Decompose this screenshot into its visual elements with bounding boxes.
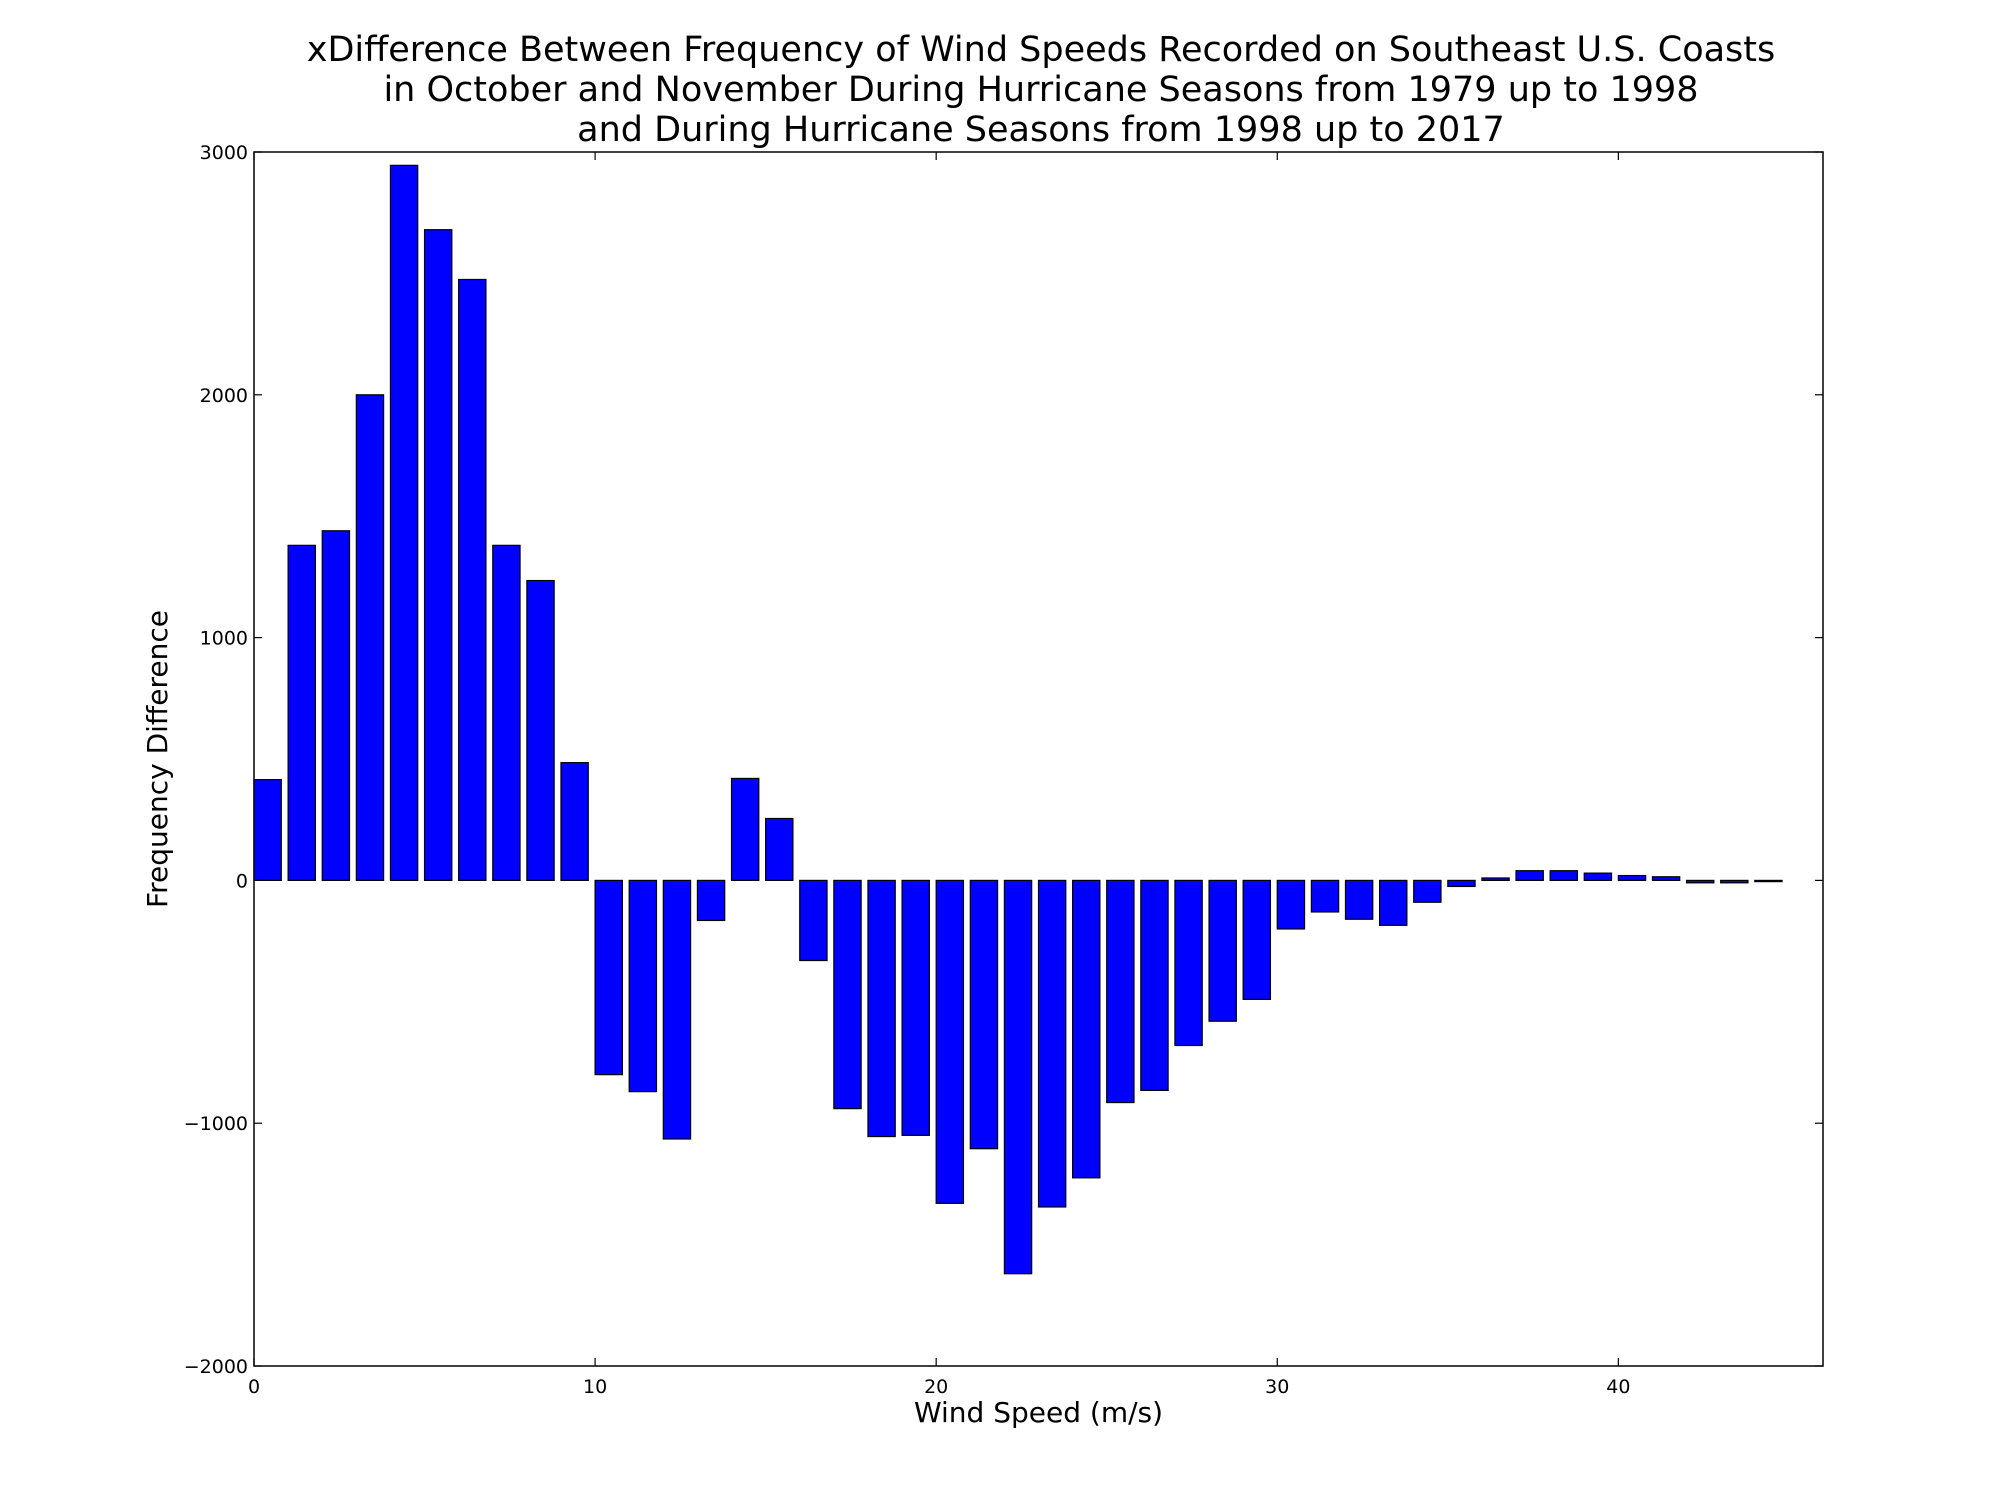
bar-34 bbox=[1413, 879, 1442, 903]
bar-16 bbox=[799, 879, 828, 962]
y-tick-label--2000: −2000 bbox=[184, 1356, 248, 1378]
bars-group bbox=[253, 164, 1783, 1275]
bar-5 bbox=[423, 229, 453, 881]
bar-27 bbox=[1174, 879, 1203, 1047]
bar-12 bbox=[662, 879, 692, 1140]
bar-3 bbox=[355, 394, 385, 881]
bar-6 bbox=[458, 278, 487, 881]
bar-2 bbox=[321, 530, 351, 881]
tick-marks bbox=[253, 151, 1823, 1367]
chart-title-line-3: and During Hurricane Seasons from 1998 u… bbox=[577, 110, 1505, 150]
plot-frame bbox=[253, 151, 1824, 1367]
bar-44 bbox=[1754, 879, 1783, 883]
y-tick-label--1000: −1000 bbox=[184, 1113, 248, 1135]
bar-14 bbox=[730, 777, 760, 882]
x-tick-label-40: 40 bbox=[1606, 1376, 1630, 1398]
bar-26 bbox=[1140, 879, 1169, 1092]
chart-title: xDifference Between Frequency of Wind Sp… bbox=[0, 30, 2000, 150]
x-tick-label-0: 0 bbox=[248, 1376, 260, 1398]
bar-1 bbox=[287, 544, 316, 881]
bar-7 bbox=[492, 544, 521, 881]
y-tick-label-3000: 3000 bbox=[200, 142, 248, 164]
bar-32 bbox=[1344, 879, 1374, 920]
bar-25 bbox=[1106, 879, 1135, 1104]
y-axis-label: Frequency Difference bbox=[141, 610, 174, 908]
y-tick-label-0: 0 bbox=[236, 870, 248, 892]
chart-title-line-2: in October and November During Hurricane… bbox=[383, 70, 1699, 110]
tick-labels: 0 10 20 30 40 −2000 −1000 0 1000 2000 3000 bbox=[184, 142, 1631, 1398]
x-tick-label-30: 30 bbox=[1265, 1376, 1289, 1398]
y-tick-label-2000: 2000 bbox=[200, 385, 248, 407]
bar-18 bbox=[867, 879, 896, 1138]
bar-0 bbox=[253, 779, 282, 882]
bar-31 bbox=[1310, 879, 1340, 913]
bar-9 bbox=[560, 762, 589, 882]
bar-35 bbox=[1447, 879, 1476, 888]
bar-38 bbox=[1549, 870, 1579, 881]
bar-22 bbox=[1003, 879, 1033, 1275]
bar-29 bbox=[1242, 879, 1272, 1000]
bar-42 bbox=[1685, 879, 1715, 884]
bar-36 bbox=[1481, 877, 1510, 881]
bar-4 bbox=[389, 164, 419, 882]
x-tick-label-10: 10 bbox=[583, 1376, 607, 1398]
bar-40 bbox=[1617, 874, 1647, 882]
x-axis-label: Wind Speed (m/s) bbox=[914, 1396, 1163, 1429]
bar-30 bbox=[1276, 879, 1306, 930]
bar-11 bbox=[628, 879, 658, 1093]
bar-43 bbox=[1720, 879, 1749, 884]
x-tick-label-20: 20 bbox=[924, 1376, 948, 1398]
bar-24 bbox=[1072, 879, 1101, 1179]
bar-8 bbox=[526, 579, 555, 881]
bar-15 bbox=[765, 817, 794, 882]
bar-23 bbox=[1037, 879, 1067, 1208]
bar-21 bbox=[969, 879, 999, 1150]
chart-title-line-1: xDifference Between Frequency of Wind Sp… bbox=[306, 30, 1776, 70]
bar-37 bbox=[1515, 870, 1544, 881]
bar-33 bbox=[1378, 879, 1408, 926]
bar-10 bbox=[594, 879, 623, 1076]
bar-20 bbox=[935, 879, 965, 1204]
y-tick-label-1000: 1000 bbox=[200, 628, 248, 650]
bar-39 bbox=[1583, 872, 1613, 882]
bar-13 bbox=[696, 879, 726, 922]
bar-17 bbox=[833, 879, 862, 1110]
bar-19 bbox=[901, 879, 930, 1136]
bar-28 bbox=[1208, 879, 1237, 1022]
bar-41 bbox=[1651, 876, 1681, 881]
